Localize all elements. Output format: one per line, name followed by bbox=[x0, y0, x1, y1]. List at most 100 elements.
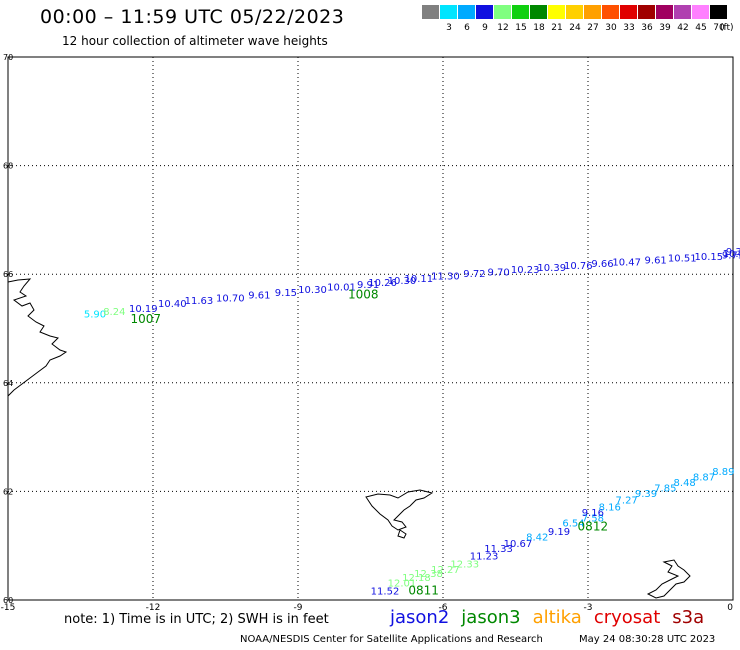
colorbar-swatch bbox=[656, 5, 673, 19]
swh-value-label: 11.63 bbox=[185, 296, 214, 307]
colorbar-unit: (ft) bbox=[720, 23, 734, 33]
swh-value-label: 10.11 bbox=[405, 274, 434, 285]
longitude-tick-label: -3 bbox=[584, 603, 593, 613]
swh-value-label: 12.18 bbox=[402, 573, 431, 584]
swh-value-label: 12.01 bbox=[388, 578, 417, 589]
timestamp: May 24 08:30:28 UTC 2023 bbox=[579, 634, 716, 645]
colorbar-swatch bbox=[494, 5, 511, 19]
colorbar-tick-label: 21 bbox=[551, 23, 563, 33]
swh-value-label: 9.72 bbox=[463, 269, 485, 280]
colorbar-swatch bbox=[620, 5, 637, 19]
legend-entry-altika: altika bbox=[532, 607, 582, 628]
swh-value-label: 10.19 bbox=[129, 304, 158, 315]
colorbar-swatch bbox=[566, 5, 583, 19]
colorbar-swatch bbox=[602, 5, 619, 19]
colorbar-tick-label: 27 bbox=[587, 23, 599, 33]
swh-value-label: 11.23 bbox=[470, 551, 499, 562]
legend-entry-jason3: jason3 bbox=[461, 607, 521, 628]
longitude-tick-label: -15 bbox=[1, 603, 16, 613]
swh-value-label: 8.42 bbox=[526, 532, 548, 543]
legend-entry-jason2: jason2 bbox=[390, 607, 450, 628]
swh-value-label: 9.66 bbox=[591, 259, 613, 270]
colorbar-swatch bbox=[476, 5, 493, 19]
latitude-tick-label: 62 bbox=[3, 487, 13, 496]
legend-entry-cryosat: cryosat bbox=[593, 607, 661, 628]
swh-value-label: 9.16 bbox=[582, 508, 604, 519]
swh-value-label: 10.51 bbox=[668, 254, 697, 265]
swh-value-label: 10.30 bbox=[388, 276, 417, 287]
longitude-tick-label: -6 bbox=[439, 603, 448, 613]
map-subtitle: 12 hour collection of altimeter wave hei… bbox=[62, 34, 328, 48]
coastlines bbox=[7, 278, 691, 599]
shetland-islands-coastline bbox=[646, 559, 691, 599]
pass-time-label: 0811 bbox=[408, 584, 439, 598]
swh-value-label: 9.79 bbox=[722, 250, 740, 261]
swh-value-label: 6.54 bbox=[562, 519, 584, 530]
map-title: 00:00 – 11:59 UTC 05/22/2023 bbox=[40, 6, 345, 28]
swh-value-label: 10.01 bbox=[327, 282, 356, 293]
swh-value-label: 10.23 bbox=[511, 265, 540, 276]
colorbar-tick-label: 30 bbox=[605, 23, 617, 33]
legend-entry-s3a: s3a bbox=[672, 607, 705, 628]
iceland-coastline bbox=[7, 278, 68, 397]
swh-value-label: 8.48 bbox=[674, 478, 696, 489]
swh-value-label: 12.27 bbox=[431, 565, 460, 576]
colorbar-swatch bbox=[512, 5, 529, 19]
latitude-tick-label: 68 bbox=[3, 162, 13, 171]
longitude-tick-label: -9 bbox=[294, 603, 303, 613]
pass-time-label: 1008 bbox=[348, 288, 379, 302]
swh-value-label: 9.19 bbox=[548, 527, 570, 538]
colorbar-swatch bbox=[548, 5, 565, 19]
swh-value-label: 12.38 bbox=[414, 569, 443, 580]
swh-value-label: 10.39 bbox=[537, 263, 566, 274]
swh-value-label: 12.33 bbox=[450, 559, 479, 570]
swh-value-label: 8.24 bbox=[103, 307, 125, 318]
colorbar-swatch bbox=[584, 5, 601, 19]
colorbar-swatch bbox=[674, 5, 691, 19]
colorbar-swatch bbox=[422, 5, 439, 19]
pass-time-label: 0812 bbox=[578, 519, 609, 533]
latitude-tick-label: 60 bbox=[3, 596, 13, 605]
pass-time-label: 1007 bbox=[130, 312, 161, 326]
colorbar-tick-label: 18 bbox=[533, 23, 545, 33]
swh-value-label: 8.16 bbox=[599, 502, 621, 513]
colorbar-swatch bbox=[692, 5, 709, 19]
latitude-tick-label: 66 bbox=[3, 270, 13, 279]
swh-value-label: 8.87 bbox=[693, 473, 715, 484]
colorbar-swatch bbox=[458, 5, 475, 19]
swh-value-label: 10.70 bbox=[216, 293, 245, 304]
colorbar-swatch bbox=[710, 5, 727, 19]
swh-value-label: 10.67 bbox=[504, 539, 533, 550]
latitude-tick-label: 70 bbox=[3, 53, 13, 62]
colorbar-tick-label: 6 bbox=[464, 23, 470, 33]
swh-value-label: 10.26 bbox=[368, 278, 397, 289]
swh-value-label: 7.58 bbox=[582, 513, 604, 524]
colorbar-tick-label: 45 bbox=[695, 23, 707, 33]
axis-tick-labels: 60 62 64 66 68 70 -15 -12 -9 -6 -3 0 bbox=[1, 53, 734, 613]
swh-value-label: 5.90 bbox=[84, 310, 106, 321]
colorbar-tick-label: 33 bbox=[623, 23, 635, 33]
longitude-tick-label: -12 bbox=[146, 603, 161, 613]
faroe-islands-coastline bbox=[365, 489, 434, 539]
altimeter-track: 9.168.167.279.397.858.488.878.89 0812 bbox=[578, 467, 735, 533]
altimeter-track: 11.5212.0112.1812.3812.2712.3311.2311.33… bbox=[371, 513, 604, 597]
swh-value-label: 11.30 bbox=[431, 272, 460, 283]
swh-value-label: 9.61 bbox=[248, 291, 270, 302]
colorbar-tick-label: 12 bbox=[497, 23, 509, 33]
swh-value-label: 11.52 bbox=[371, 587, 400, 598]
swh-value-label: 7.85 bbox=[654, 483, 676, 494]
swh-value-label: 7.27 bbox=[616, 495, 638, 506]
colorbar-tick-label: 42 bbox=[677, 23, 689, 33]
colorbar-swatch bbox=[530, 5, 547, 19]
colorbar-tick-label: 36 bbox=[641, 23, 653, 33]
swh-value-label: 10.39 bbox=[723, 249, 740, 260]
map-grid bbox=[7, 56, 734, 601]
colorbar-tick-label: 9 bbox=[482, 23, 488, 33]
swh-value-label: 10.47 bbox=[612, 258, 641, 269]
swh-value-label: 9.70 bbox=[487, 267, 509, 278]
colorbar-tick-label: 15 bbox=[515, 23, 527, 33]
swh-value-label: 9.15 bbox=[275, 288, 297, 299]
